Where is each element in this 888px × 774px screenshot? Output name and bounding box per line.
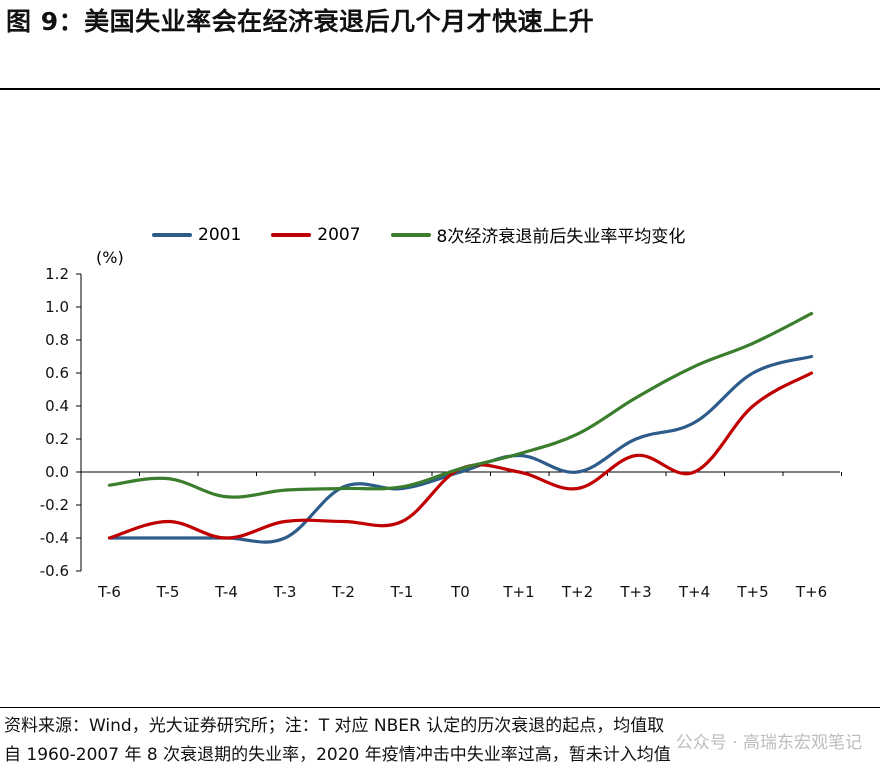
series-line-average [107,312,814,499]
legend-label-2001: 2001 [198,224,242,245]
y-tick-label: -0.6 [40,562,69,580]
series-line-2007 [107,371,814,540]
y-axis-unit-label: (%) [96,248,124,267]
x-tick-label: T-1 [390,583,414,601]
x-tick-label: T-6 [97,583,121,601]
x-tick-label: T-5 [156,583,180,601]
y-tick-label: 0.8 [45,331,69,349]
x-tick-label: T+6 [795,583,827,601]
y-tick-label: 0.6 [45,364,69,382]
title-divider [0,88,880,90]
series-line-2001 [107,354,814,544]
x-tick-label: T+4 [678,583,710,601]
y-tick-label: 1.2 [45,265,69,283]
legend-label-2007: 2007 [317,224,361,245]
legend-item-2001: 2001 [152,225,241,245]
legend-item-2007: 2007 [271,224,361,245]
line-chart: 1.2 1.0 0.8 0.6 0.4 0.2 0.0 -0.2 -0.4 -0.6 T-6 T-5 T… [40,265,842,601]
x-tick-label: T0 [450,583,470,601]
legend-swatch-2007 [271,232,312,237]
x-tick-label: T+1 [502,583,534,601]
source-divider [0,707,880,708]
x-tick-label: T-2 [331,583,355,601]
legend-swatch-2001 [152,232,192,237]
source-note: 资料来源：Wind，光大证券研究所；注：T 对应 NBER 认定的历次衰退的起点… [4,712,884,770]
legend-item-average: 8次经济衰退前后失业率平均变化 [390,222,686,247]
x-tick-label: T+5 [736,583,768,601]
y-tick-label: -0.4 [40,529,69,547]
legend-label-average: 8次经济衰退前后失业率平均变化 [436,227,686,247]
source-note-line-1: 资料来源：Wind，光大证券研究所；注：T 对应 NBER 认定的历次衰退的起点… [4,716,665,736]
chart-title: 图 9：美国失业率会在经济衰退后几个月才快速上升 [6,7,595,36]
y-tick-label: -0.2 [40,496,69,514]
source-note-line-2: 自 1960-2007 年 8 次衰退期的失业率，2020 年疫情冲击中失业率过… [4,745,671,765]
y-tick-label: 1.0 [45,298,69,316]
legend: 2001 2007 8次经济衰退前后失业率平均变化 [152,222,715,247]
y-tick-label: 0.4 [45,397,69,415]
y-tick-label: 0.0 [45,463,69,481]
x-tick-label: T+3 [619,583,651,601]
y-tick-label: 0.2 [45,430,69,448]
x-tick-label: T+2 [561,583,593,601]
legend-swatch-average [390,232,431,237]
x-tick-label: T-3 [273,583,297,601]
watermark-text: 公众号 · 高瑞东宏观笔记 [675,733,862,753]
x-tick-label: T-4 [214,583,238,601]
